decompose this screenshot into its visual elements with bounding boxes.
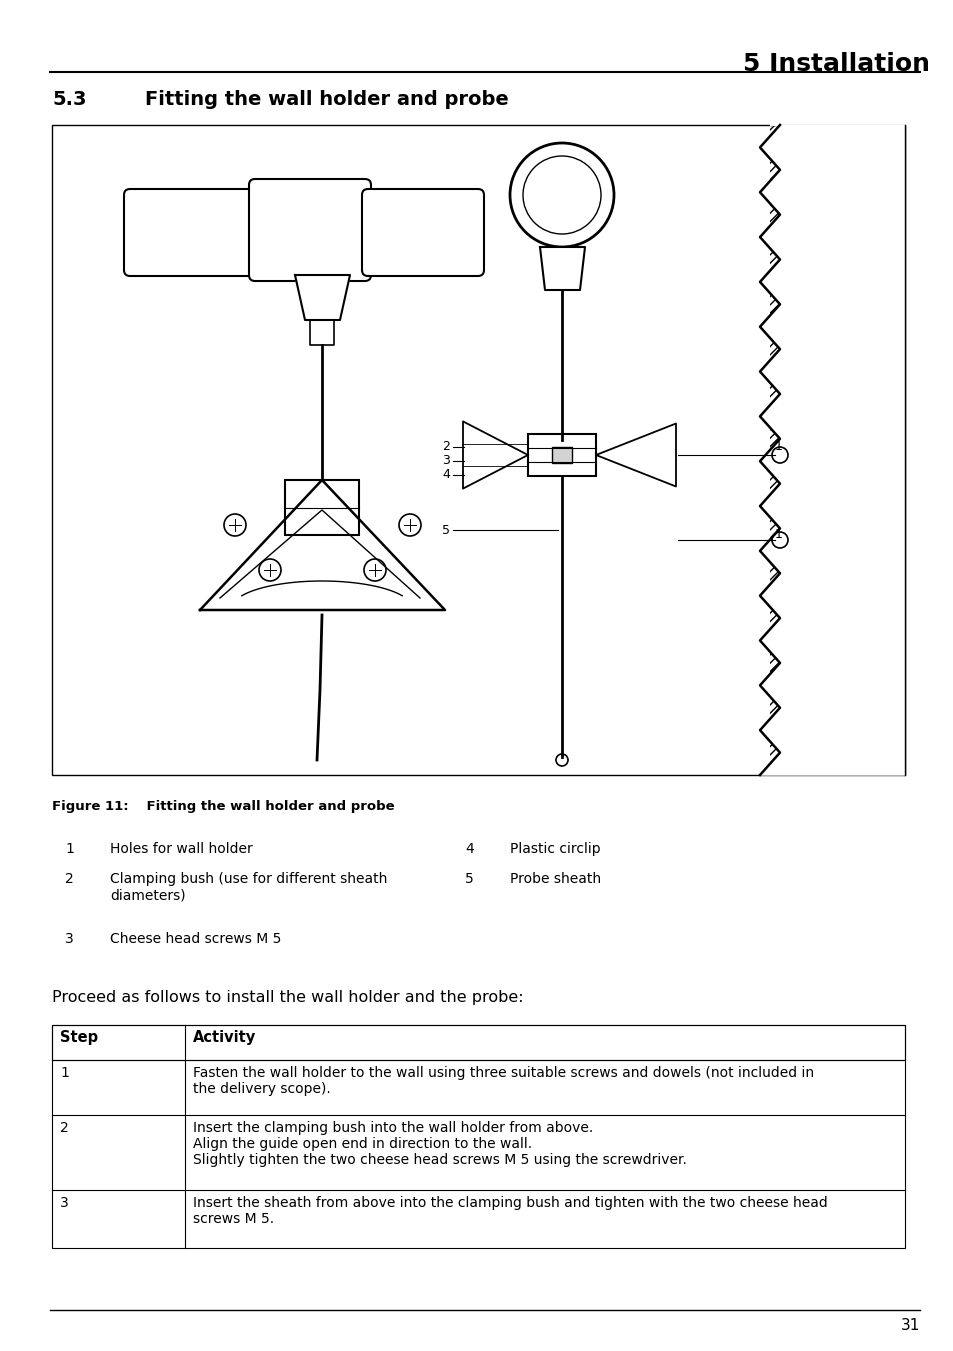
- Text: 3: 3: [65, 932, 73, 946]
- Text: Insert the clamping bush into the wall holder from above.
Align the guide open e: Insert the clamping bush into the wall h…: [193, 1121, 686, 1167]
- Text: 5: 5: [441, 523, 450, 536]
- Bar: [52, 1025, 904, 1061]
- Text: 1: 1: [774, 528, 782, 542]
- Text: 5 Installation: 5 Installation: [742, 51, 929, 76]
- Text: 3: 3: [441, 454, 450, 467]
- Text: 1: 1: [774, 440, 782, 454]
- Bar: [52, 126, 904, 775]
- Text: 5: 5: [464, 871, 474, 886]
- Text: 2: 2: [441, 440, 450, 454]
- Polygon shape: [462, 422, 527, 489]
- Text: Insert the sheath from above into the clamping bush and tighten with the two che: Insert the sheath from above into the cl…: [193, 1196, 827, 1227]
- Bar: [551, 447, 572, 463]
- FancyBboxPatch shape: [249, 178, 371, 281]
- Bar: [527, 434, 596, 476]
- Text: 31: 31: [900, 1319, 919, 1333]
- Text: Fasten the wall holder to the wall using three suitable screws and dowels (not i: Fasten the wall holder to the wall using…: [193, 1066, 813, 1096]
- Text: Fitting the wall holder and probe: Fitting the wall holder and probe: [145, 91, 508, 109]
- Text: 2: 2: [60, 1121, 69, 1135]
- FancyBboxPatch shape: [124, 189, 255, 276]
- Text: 3: 3: [60, 1196, 69, 1210]
- Text: 2: 2: [65, 871, 73, 886]
- Text: 4: 4: [441, 469, 450, 481]
- Text: Step: Step: [60, 1029, 98, 1046]
- Text: Activity: Activity: [193, 1029, 256, 1046]
- Polygon shape: [596, 423, 676, 486]
- Text: Figure 11:  Fitting the wall holder and probe: Figure 11: Fitting the wall holder and p…: [52, 800, 395, 813]
- Text: Proceed as follows to install the wall holder and the probe:: Proceed as follows to install the wall h…: [52, 990, 523, 1005]
- Text: Probe sheath: Probe sheath: [510, 871, 600, 886]
- Polygon shape: [760, 126, 904, 775]
- Text: Holes for wall holder: Holes for wall holder: [110, 842, 253, 857]
- Bar: [769, 126, 904, 775]
- Bar: [52, 1025, 904, 1248]
- Text: Clamping bush (use for different sheath
diameters): Clamping bush (use for different sheath …: [110, 871, 387, 902]
- Text: 1: 1: [60, 1066, 69, 1079]
- Text: Plastic circlip: Plastic circlip: [510, 842, 600, 857]
- Polygon shape: [539, 247, 584, 290]
- Text: 1: 1: [65, 842, 73, 857]
- Polygon shape: [294, 276, 350, 320]
- FancyBboxPatch shape: [361, 189, 483, 276]
- Text: 5.3: 5.3: [52, 91, 87, 109]
- Text: 4: 4: [464, 842, 474, 857]
- Bar: [285, 480, 358, 535]
- Text: Cheese head screws M 5: Cheese head screws M 5: [110, 932, 281, 946]
